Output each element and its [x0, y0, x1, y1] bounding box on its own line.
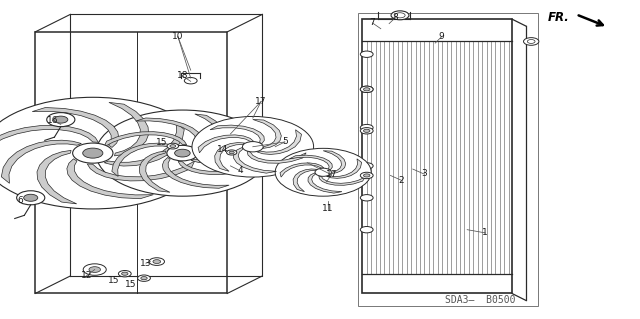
Text: 11: 11: [322, 204, 333, 213]
Polygon shape: [136, 118, 202, 149]
Circle shape: [141, 277, 147, 280]
Circle shape: [153, 260, 161, 263]
Polygon shape: [178, 159, 261, 174]
Polygon shape: [326, 159, 362, 178]
Text: 6: 6: [18, 197, 23, 205]
Circle shape: [364, 88, 370, 91]
Text: 12: 12: [81, 271, 92, 280]
Polygon shape: [280, 163, 324, 177]
Circle shape: [175, 149, 190, 157]
Circle shape: [83, 148, 103, 158]
Polygon shape: [1, 140, 81, 183]
Text: 4: 4: [237, 166, 243, 175]
Circle shape: [73, 143, 113, 163]
Polygon shape: [308, 173, 342, 193]
Text: 7: 7: [370, 19, 375, 27]
Circle shape: [360, 172, 373, 179]
Circle shape: [315, 168, 332, 176]
Circle shape: [227, 150, 237, 155]
Polygon shape: [323, 151, 346, 174]
Polygon shape: [87, 161, 195, 181]
Bar: [362, 19, 512, 293]
Circle shape: [54, 116, 68, 123]
Text: 5: 5: [282, 137, 287, 146]
Polygon shape: [247, 152, 306, 163]
Circle shape: [17, 191, 45, 205]
Polygon shape: [104, 132, 187, 147]
Text: 16: 16: [47, 116, 58, 125]
Circle shape: [364, 174, 370, 177]
Circle shape: [360, 51, 373, 57]
Circle shape: [138, 275, 150, 281]
Polygon shape: [0, 125, 99, 145]
Text: 15: 15: [125, 280, 137, 289]
Text: 17: 17: [326, 170, 337, 179]
Circle shape: [360, 86, 373, 93]
Circle shape: [0, 97, 205, 209]
Text: FR.: FR.: [548, 11, 570, 24]
Polygon shape: [163, 158, 229, 188]
Circle shape: [360, 195, 373, 201]
Circle shape: [167, 145, 198, 161]
Polygon shape: [214, 143, 244, 171]
Circle shape: [170, 145, 175, 147]
Text: 1: 1: [483, 228, 488, 237]
Text: 3: 3: [421, 169, 426, 178]
Polygon shape: [140, 151, 170, 192]
Circle shape: [47, 113, 75, 127]
Polygon shape: [112, 143, 173, 176]
Text: 13: 13: [140, 259, 152, 268]
Circle shape: [229, 151, 234, 154]
Text: 15: 15: [108, 276, 120, 285]
Circle shape: [243, 142, 263, 152]
Circle shape: [89, 267, 100, 272]
Text: 14: 14: [217, 145, 228, 154]
Text: 15: 15: [156, 138, 167, 147]
Polygon shape: [198, 135, 253, 153]
Polygon shape: [32, 108, 119, 147]
Polygon shape: [234, 148, 276, 173]
Text: 8: 8: [393, 13, 398, 22]
Circle shape: [360, 163, 373, 169]
Circle shape: [118, 271, 131, 277]
Text: SDA3–  B0500: SDA3– B0500: [445, 295, 515, 305]
Polygon shape: [257, 130, 301, 154]
Polygon shape: [253, 119, 282, 148]
Polygon shape: [319, 176, 365, 185]
Circle shape: [122, 272, 128, 275]
Polygon shape: [195, 114, 225, 155]
Circle shape: [360, 86, 373, 93]
Polygon shape: [191, 130, 253, 163]
Circle shape: [192, 116, 314, 177]
Circle shape: [83, 264, 106, 275]
Polygon shape: [210, 125, 264, 144]
Circle shape: [364, 129, 370, 132]
Circle shape: [360, 128, 373, 134]
Polygon shape: [67, 159, 154, 199]
Circle shape: [524, 38, 539, 45]
Circle shape: [149, 258, 164, 265]
Text: 9: 9: [439, 32, 444, 41]
Text: 10: 10: [172, 32, 184, 41]
Circle shape: [24, 194, 38, 201]
Circle shape: [275, 148, 371, 196]
Polygon shape: [37, 150, 77, 204]
Circle shape: [184, 78, 197, 84]
Circle shape: [391, 11, 409, 20]
Circle shape: [395, 13, 405, 18]
Polygon shape: [289, 155, 332, 170]
Text: 17: 17: [255, 97, 267, 106]
Polygon shape: [104, 123, 184, 166]
Bar: [358, 13, 538, 306]
Circle shape: [527, 40, 535, 43]
Polygon shape: [293, 169, 317, 192]
Circle shape: [96, 110, 269, 196]
Text: 2: 2: [399, 176, 404, 185]
Circle shape: [360, 124, 373, 131]
Circle shape: [167, 143, 179, 149]
Circle shape: [360, 226, 373, 233]
Polygon shape: [109, 102, 148, 156]
Text: 18: 18: [177, 71, 188, 80]
Bar: [35, 32, 227, 293]
